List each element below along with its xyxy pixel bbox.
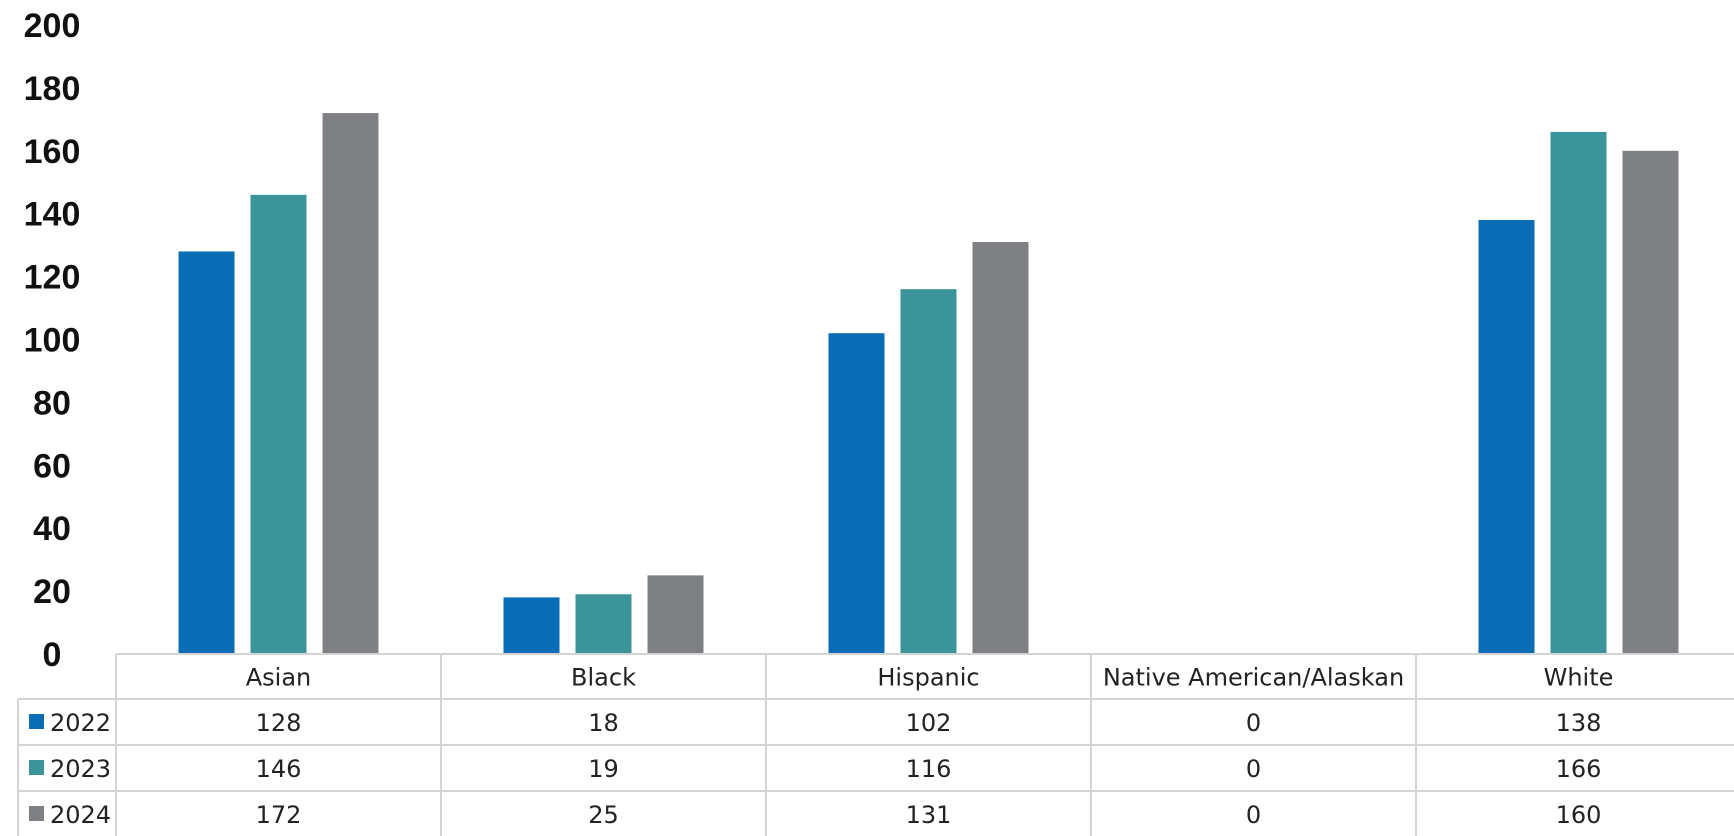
y-tick-label: 80 bbox=[33, 384, 71, 422]
category-label: Hispanic bbox=[877, 664, 979, 692]
table-cell-value: 131 bbox=[906, 801, 952, 829]
table-cell-value: 138 bbox=[1556, 709, 1602, 737]
category-label: Asian bbox=[246, 664, 312, 692]
legend-label: 2022 bbox=[50, 709, 111, 737]
y-axis: 0 20 40 60 80 100 120 140 160 180 200 bbox=[24, 7, 81, 674]
category-label: Black bbox=[571, 664, 636, 692]
data-table: Asian Black Hispanic Native American/Alaska… bbox=[17, 653, 1734, 836]
bar-2022-0 bbox=[178, 251, 235, 654]
bar-2024-1 bbox=[647, 575, 704, 654]
table-cell-value: 146 bbox=[256, 755, 302, 783]
y-tick-label: 0 bbox=[43, 636, 62, 674]
y-tick-label: 200 bbox=[24, 7, 81, 45]
table-cell-value: 19 bbox=[588, 755, 619, 783]
bar-2024-2 bbox=[972, 242, 1029, 654]
y-tick-label: 140 bbox=[24, 196, 81, 234]
legend-label: 2024 bbox=[50, 801, 111, 829]
table-cell-value: 128 bbox=[256, 709, 302, 737]
bar-2024-4 bbox=[1622, 150, 1679, 655]
bar-2022-1 bbox=[503, 597, 560, 654]
y-tick-label: 180 bbox=[24, 70, 81, 108]
y-tick-label: 160 bbox=[24, 133, 81, 171]
y-tick-label: 120 bbox=[24, 259, 81, 297]
table-cell-value: 0 bbox=[1246, 755, 1261, 783]
y-tick-label: 20 bbox=[33, 573, 71, 611]
table-cell-value: 18 bbox=[588, 709, 619, 737]
table-cell-value: 102 bbox=[906, 709, 952, 737]
legend-label: 2023 bbox=[50, 755, 111, 783]
bar-2023-1 bbox=[575, 594, 632, 654]
category-label: Native American/Alaskan bbox=[1103, 664, 1404, 692]
bar-2024-0 bbox=[322, 113, 379, 654]
bar-2022-4 bbox=[1478, 219, 1535, 655]
table-cell-value: 116 bbox=[906, 755, 952, 783]
legend-swatch-2022 bbox=[29, 714, 44, 729]
bar-2023-2 bbox=[900, 289, 957, 654]
table-cell-value: 160 bbox=[1556, 801, 1602, 829]
table-cell-value: 166 bbox=[1556, 755, 1602, 783]
y-tick-label: 100 bbox=[24, 322, 81, 360]
table-cell-value: 172 bbox=[256, 801, 302, 829]
y-tick-label: 40 bbox=[33, 510, 71, 548]
table-cell-value: 0 bbox=[1246, 709, 1261, 737]
bars bbox=[178, 113, 1679, 655]
bar-2023-4 bbox=[1550, 131, 1607, 654]
legend-swatch-2023 bbox=[29, 760, 44, 775]
legend-swatch-2024 bbox=[29, 806, 44, 821]
bar-2022-2 bbox=[828, 333, 885, 654]
table-cell-value: 25 bbox=[588, 801, 619, 829]
bar-2023-0 bbox=[250, 194, 307, 654]
category-label: White bbox=[1544, 664, 1614, 692]
table-cell-value: 0 bbox=[1246, 801, 1261, 829]
y-tick-label: 60 bbox=[33, 447, 71, 485]
